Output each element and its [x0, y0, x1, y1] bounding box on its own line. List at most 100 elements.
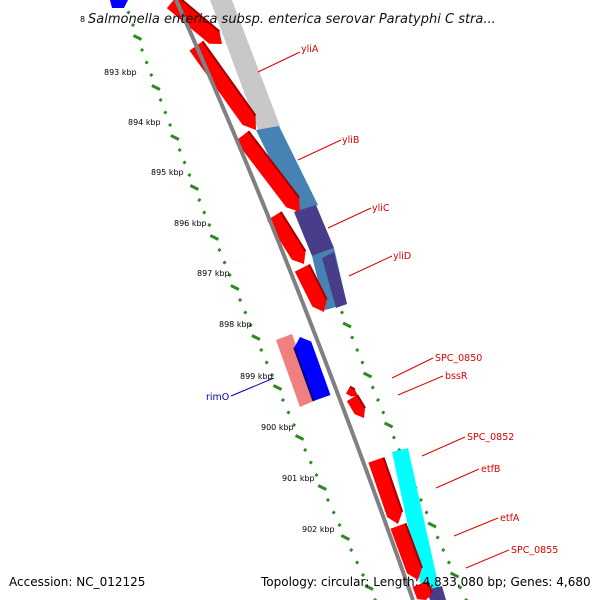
minor-tick [291, 422, 297, 428]
major-tick [340, 534, 351, 541]
minor-tick [303, 447, 308, 453]
minor-tick [337, 522, 342, 528]
cds-spc0850[interactable] [345, 385, 358, 397]
minor-tick [355, 347, 360, 353]
minor-tick [144, 60, 149, 65]
leader-ylic [327, 207, 372, 229]
major-tick [383, 421, 394, 429]
minor-tick [464, 597, 469, 600]
backbone-arc [174, 0, 415, 600]
cog-bar-rimo[interactable] [276, 334, 316, 407]
minor-tick [238, 297, 243, 303]
minor-tick [381, 410, 386, 415]
major-tick [209, 234, 220, 241]
minor-tick [325, 497, 330, 503]
cds-ylid[interactable] [294, 263, 328, 312]
leader-ylid [348, 255, 393, 277]
minor-tick [435, 535, 440, 540]
tick-label: 900 kbp [261, 423, 294, 432]
tick-label: 894 kbp [128, 118, 161, 127]
minor-tick [243, 310, 248, 315]
cds-feature-track [166, 0, 434, 600]
leader-bssr [397, 375, 444, 396]
minor-tick [158, 97, 163, 103]
minor-tick [375, 397, 381, 403]
cds-etfb[interactable] [368, 457, 404, 524]
minor-tick [270, 372, 275, 378]
cog-bar-etf[interactable] [392, 448, 440, 600]
leader-spc_0850 [391, 357, 434, 379]
tick-label: 893 kbp [104, 68, 137, 77]
minor-tick [182, 160, 187, 165]
accession-label: Accession: NC_012125 [9, 575, 145, 589]
minor-tick [458, 585, 463, 590]
minor-tick [361, 572, 366, 578]
leader-ylib [297, 139, 342, 161]
minor-tick [331, 510, 336, 515]
gene-label-etfb[interactable]: etfB [481, 464, 500, 475]
major-tick [294, 434, 305, 441]
minor-tick [391, 435, 396, 440]
minor-tick [207, 222, 212, 228]
minor-tick [187, 172, 192, 178]
tick-label: 899 kbp [240, 372, 273, 381]
major-tick [317, 484, 327, 491]
minor-tick [446, 560, 451, 565]
tick-label: 897 kbp [197, 269, 230, 278]
tick-label: 902 kbp [302, 525, 335, 534]
tick-label: 896 kbp [174, 219, 207, 228]
minor-tick [441, 547, 446, 553]
gene-label-spc_0850[interactable]: SPC_0850 [435, 353, 482, 364]
cds-ylic[interactable] [267, 211, 307, 264]
gene-label-spc_0855[interactable]: SPC_0855 [511, 545, 558, 556]
minor-tick [227, 272, 232, 278]
tick-label: 895 kbp [151, 168, 184, 177]
cds-rimo[interactable] [293, 337, 331, 402]
minor-tick [418, 497, 424, 503]
leader-etfa [453, 517, 499, 537]
inner-tick-track [121, 0, 378, 600]
leader-spc_0852 [421, 436, 466, 457]
major-tick [151, 84, 161, 91]
cog-bar-ylia[interactable] [210, 0, 280, 130]
gene-label-ylib[interactable]: yliB [342, 135, 359, 146]
cds-etfa[interactable] [390, 522, 423, 580]
minor-tick [373, 597, 378, 600]
minor-tick [349, 547, 354, 553]
gene-label-ylia[interactable]: yliA [301, 44, 319, 55]
minor-tick [264, 360, 269, 365]
major-tick [272, 384, 283, 391]
major-tick [132, 34, 143, 41]
cog-bar-ylib[interactable] [256, 126, 318, 212]
gene-label-rimo[interactable]: rimO [206, 392, 229, 403]
cog-bar-top[interactable] [110, 0, 128, 8]
cds-bssr[interactable] [346, 394, 366, 418]
gene-label-ylic[interactable]: yliC [372, 203, 390, 214]
tick-label: 901 kbp [282, 474, 315, 483]
leader-rimo [230, 377, 275, 397]
minor-tick [280, 397, 285, 403]
minor-tick [424, 510, 429, 515]
major-tick [427, 521, 437, 529]
minor-tick [314, 472, 319, 478]
minor-tick [140, 47, 145, 53]
minor-tick [126, 10, 131, 15]
gene-label-spc_0852[interactable]: SPC_0852 [467, 432, 514, 443]
leader-etfb [435, 468, 480, 489]
cds-ylib[interactable] [235, 130, 300, 212]
cds-spc0855[interactable] [412, 580, 434, 600]
minor-tick [339, 310, 345, 315]
gene-label-etfa[interactable]: etfA [500, 513, 520, 524]
label-leader-lines [230, 51, 510, 569]
minor-tick [360, 360, 365, 365]
minor-tick [149, 72, 154, 78]
cog-bar-ylid-edge[interactable] [322, 252, 347, 308]
minor-tick [217, 247, 222, 253]
cog-bar-ylic[interactable] [294, 205, 334, 256]
gene-label-ylid[interactable]: yliD [393, 251, 411, 262]
gene-label-bssr[interactable]: bssR [445, 371, 468, 382]
major-tick [364, 584, 374, 591]
genome-summary: Topology: circular; Length: 4,833,080 bp… [260, 575, 591, 589]
minor-tick [248, 322, 253, 328]
